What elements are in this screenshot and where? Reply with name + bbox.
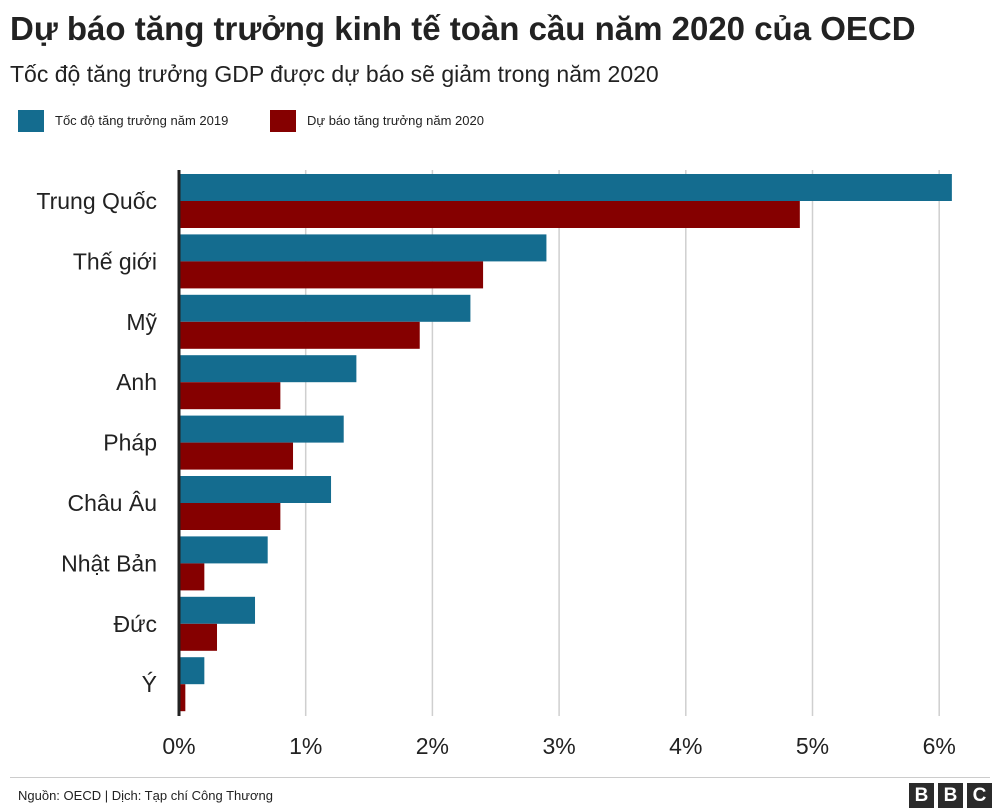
bar-2020-5 [179,503,281,530]
x-tick-label-6: 6% [923,733,956,759]
x-tick-label-2: 2% [416,733,449,759]
bar-2020-6 [179,563,205,591]
bar-2020-4 [179,442,294,470]
bar-2019-7 [179,596,256,624]
chart-title: Dự báo tăng trưởng kinh tế toàn cầu năm … [10,10,916,47]
logo-letter-c: C [967,783,992,808]
category-label-5: Châu Âu [67,490,157,516]
bar-2019-1 [179,234,547,262]
bar-2020-2 [179,321,420,349]
category-label-0: Trung Quốc [36,188,157,214]
legend-label-2019: Tốc độ tăng trưởng năm 2019 [55,113,229,128]
category-label-7: Đức [113,611,157,637]
legend-swatch-2020 [270,110,296,132]
bar-chart: Trung Quốc Thế giới Mỹ Anh Pháp Châu Âu Nhật B… [36,170,956,759]
x-tick-label-1: 1% [289,733,322,759]
bar-2020-3 [179,382,281,410]
bar-2019-0 [179,174,952,201]
bar-2019-5 [179,476,332,503]
bar-2019-8 [179,657,205,685]
bar-2019-3 [179,355,357,383]
bar-2020-7 [179,623,218,651]
bar-2019-4 [179,415,344,443]
bar-2020-0 [179,201,800,228]
bar-2019-2 [179,294,471,322]
x-tick-label-0: 0% [162,733,195,759]
category-label-8: Ý [142,671,157,697]
logo-letter-b2: B [938,783,963,808]
source-note: Nguồn: OECD | Dịch: Tạp chí Công Thương [18,788,273,803]
category-label-6: Nhật Bản [61,550,157,576]
category-label-1: Thế giới [73,248,157,274]
bar-2020-1 [179,261,484,289]
category-label-4: Pháp [103,430,157,456]
category-label-2: Mỹ [126,309,157,335]
x-tick-label-4: 4% [669,733,702,759]
x-tick-label-5: 5% [796,733,829,759]
bar-2020-8 [179,684,186,712]
x-tick-label-3: 3% [542,733,575,759]
logo-letter-b1: B [909,783,934,808]
legend-label-2020: Dự báo tăng trưởng năm 2020 [307,113,484,128]
bar-2019-6 [179,536,268,564]
legend-swatch-2019 [18,110,44,132]
bbc-logo: B B C [909,783,993,808]
footer-divider [10,777,990,778]
chart-subtitle: Tốc độ tăng trưởng GDP được dự báo sẽ gi… [10,61,659,87]
category-label-3: Anh [116,369,157,395]
